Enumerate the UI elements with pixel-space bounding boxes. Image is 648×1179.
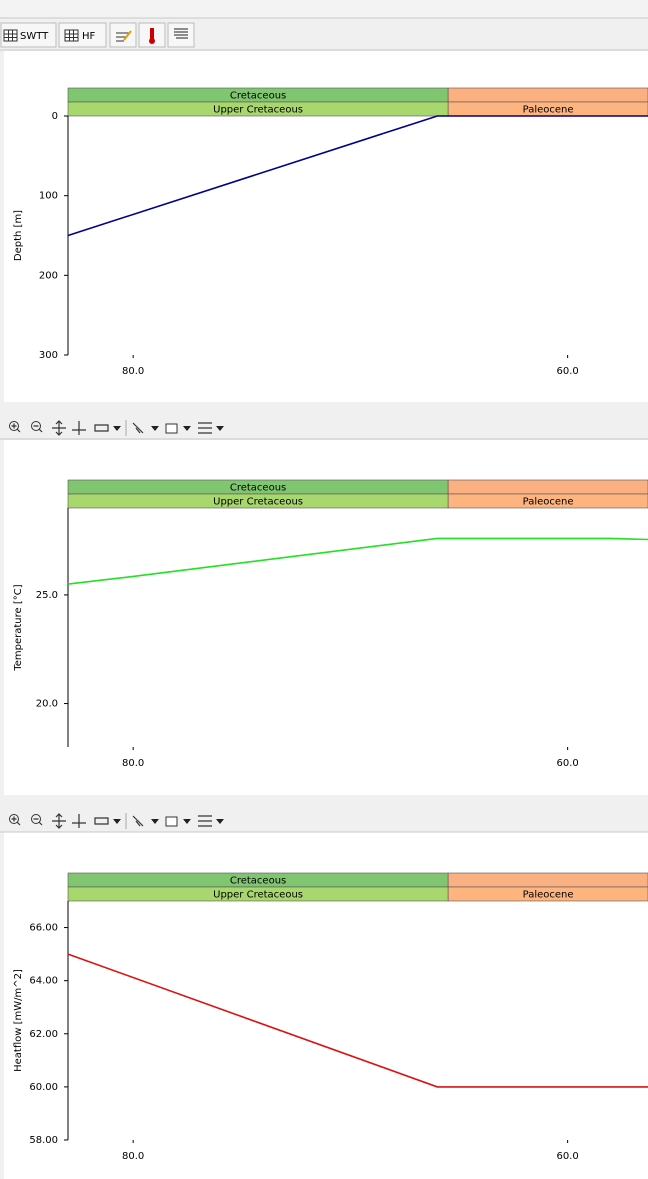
x-tick-label: 60.0 bbox=[556, 1151, 578, 1162]
y-axis-label: Heatflow [mW/m^2] bbox=[13, 969, 24, 1072]
data-line bbox=[67, 953, 648, 1088]
period-label: Cretaceous bbox=[230, 91, 286, 102]
table-icon bbox=[3, 29, 18, 42]
dropdown[interactable] bbox=[183, 426, 191, 431]
main-toolbar bbox=[0, 19, 648, 50]
legend-options[interactable] bbox=[198, 815, 212, 827]
title-strip bbox=[0, 0, 648, 18]
period-label: Paleocene bbox=[523, 105, 574, 116]
temperature-button[interactable] bbox=[138, 22, 166, 48]
button-label: HF bbox=[82, 31, 96, 42]
legend-options[interactable] bbox=[198, 422, 212, 434]
dropdown[interactable] bbox=[113, 426, 121, 431]
y-tick-label: 58.00 bbox=[29, 1135, 58, 1146]
button-frame bbox=[109, 22, 137, 48]
chart-toolbar bbox=[0, 420, 648, 440]
dropdown[interactable] bbox=[183, 819, 191, 824]
hf-button[interactable]: HF bbox=[58, 22, 107, 48]
crosshair[interactable] bbox=[72, 814, 86, 828]
period-label: Upper Cretaceous bbox=[213, 497, 303, 508]
y-tick-label: 25.0 bbox=[36, 590, 58, 601]
button-label: SWTT bbox=[20, 31, 49, 42]
y-tick-label: 100 bbox=[39, 191, 58, 202]
y-tick-label: 66.00 bbox=[29, 923, 58, 934]
pan[interactable] bbox=[52, 420, 66, 436]
x-tick-label: 80.0 bbox=[122, 758, 144, 769]
burial-button[interactable] bbox=[109, 22, 137, 48]
period-label: Paleocene bbox=[523, 890, 574, 901]
tool[interactable] bbox=[132, 815, 144, 827]
period-band bbox=[447, 493, 648, 509]
tool[interactable] bbox=[132, 422, 144, 434]
zoom-in-glyph[interactable] bbox=[11, 816, 21, 826]
y-tick-label: 20.0 bbox=[36, 699, 58, 710]
zoom-out[interactable] bbox=[31, 421, 41, 431]
y-tick-label: 62.00 bbox=[29, 1029, 58, 1040]
rect-select[interactable] bbox=[94, 424, 109, 432]
crosshair[interactable] bbox=[72, 421, 86, 435]
x-tick-label: 60.0 bbox=[556, 366, 578, 377]
period-label: Upper Cretaceous bbox=[213, 890, 303, 901]
x-tick-label: 80.0 bbox=[122, 1151, 144, 1162]
chart-toolbar bbox=[0, 813, 648, 833]
y-axis-label: Depth [m] bbox=[13, 210, 24, 261]
dropdown[interactable] bbox=[216, 426, 224, 431]
zoom-in[interactable] bbox=[9, 814, 19, 824]
dropdown[interactable] bbox=[151, 426, 159, 431]
rect-select[interactable] bbox=[94, 817, 109, 825]
period-band bbox=[447, 872, 648, 888]
x-tick-label: 60.0 bbox=[556, 758, 578, 769]
period-label: Cretaceous bbox=[230, 483, 286, 494]
period-label: Paleocene bbox=[523, 497, 574, 508]
data-line bbox=[67, 115, 648, 237]
table-icon-grid bbox=[65, 30, 78, 41]
swtt-button[interactable]: SWTT bbox=[0, 22, 57, 48]
period-band bbox=[447, 886, 648, 902]
period-label: Upper Cretaceous bbox=[213, 105, 303, 116]
thermometer-icon bbox=[150, 28, 154, 40]
chart-options[interactable] bbox=[165, 423, 178, 434]
table-icon bbox=[64, 29, 79, 42]
y-tick-label: 300 bbox=[39, 350, 58, 361]
zoom-out-glyph[interactable] bbox=[33, 425, 43, 433]
dropdown[interactable] bbox=[216, 819, 224, 824]
pan[interactable] bbox=[52, 813, 66, 829]
chart-options[interactable] bbox=[165, 816, 178, 827]
y-tick-label: 0 bbox=[52, 111, 58, 122]
layers-button[interactable] bbox=[167, 22, 195, 48]
dropdown[interactable] bbox=[151, 819, 159, 824]
y-tick-label: 60.00 bbox=[29, 1082, 58, 1093]
zoom-in[interactable] bbox=[9, 421, 19, 431]
period-label: Cretaceous bbox=[230, 876, 286, 887]
dropdown[interactable] bbox=[113, 819, 121, 824]
zoom-in-glyph[interactable] bbox=[11, 423, 21, 433]
y-tick-label: 200 bbox=[39, 270, 58, 281]
zoom-out[interactable] bbox=[31, 814, 41, 824]
table-icon-grid bbox=[4, 30, 17, 41]
thermometer-icon bbox=[149, 38, 155, 44]
period-band bbox=[447, 87, 648, 103]
y-axis-label: Temperature [°C] bbox=[13, 584, 24, 671]
zoom-out-glyph[interactable] bbox=[33, 818, 43, 826]
icon bbox=[123, 30, 132, 41]
layers-icon bbox=[174, 28, 188, 39]
period-band bbox=[447, 479, 648, 495]
y-tick-label: 64.00 bbox=[29, 976, 58, 987]
x-tick-label: 80.0 bbox=[122, 366, 144, 377]
data-line bbox=[67, 537, 648, 585]
